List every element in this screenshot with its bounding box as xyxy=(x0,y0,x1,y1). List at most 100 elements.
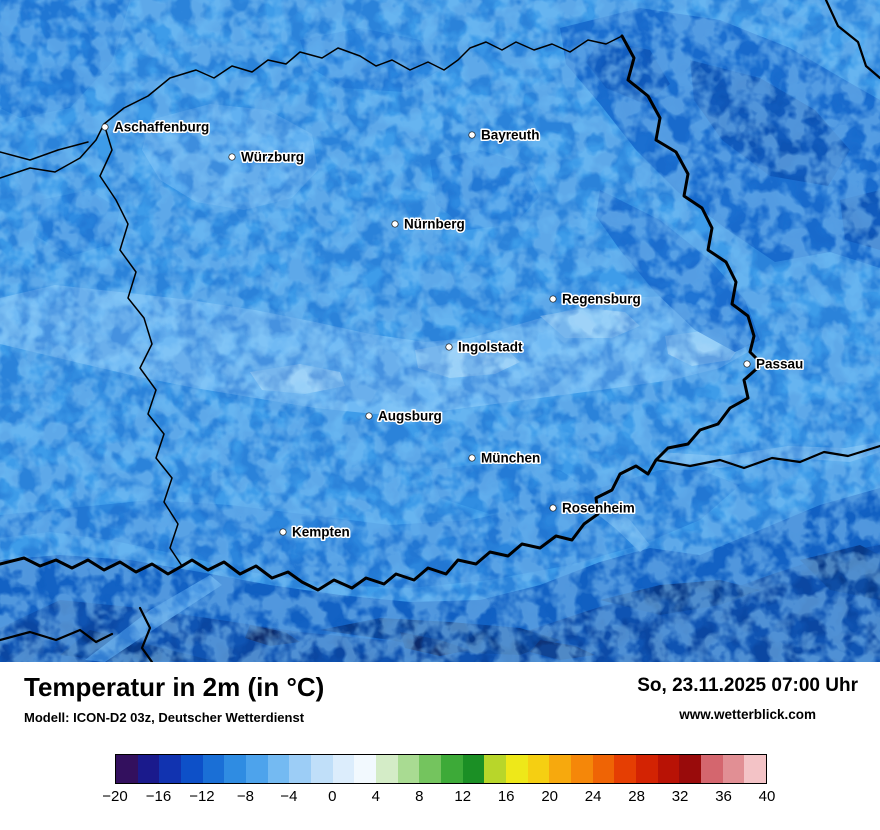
city-label: Regensburg xyxy=(562,292,641,307)
border-czech xyxy=(620,34,764,366)
color-scale-bar xyxy=(115,754,767,784)
footer-header: Temperatur in 2m (in °C) Modell: ICON-D2… xyxy=(24,672,858,726)
city-marker: Rosenheim xyxy=(549,499,636,517)
city-marker: München xyxy=(468,449,542,467)
city-marker: Augsburg xyxy=(365,407,443,425)
city-marker: Würzburg xyxy=(228,148,306,166)
temperature-field xyxy=(0,0,880,662)
city-dot xyxy=(743,360,751,368)
temperature-map-canvas: Aschaffenburg Würzburg Bayreuth Nürnberg Reg… xyxy=(0,0,880,662)
scale-tick-label: −8 xyxy=(236,788,254,805)
border-austria xyxy=(0,362,764,592)
scale-cell xyxy=(484,755,507,783)
city-label: Bayreuth xyxy=(481,128,540,143)
city-label: Kempten xyxy=(292,525,350,540)
scale-cell xyxy=(289,755,312,783)
city-label: Augsburg xyxy=(378,409,442,424)
scale-cell xyxy=(116,755,138,783)
scale-cell xyxy=(462,755,485,783)
scale-cell xyxy=(549,755,572,783)
website-url: www.wetterblick.com xyxy=(679,707,817,722)
scale-cell xyxy=(354,755,377,783)
scale-tick-label: 16 xyxy=(497,788,515,805)
scale-tick-label: 28 xyxy=(628,788,645,805)
scale-tick-label: 4 xyxy=(371,788,380,805)
scale-cell xyxy=(679,755,702,783)
scale-cell xyxy=(614,755,637,783)
scale-tick-label: −12 xyxy=(189,788,215,805)
scale-cell xyxy=(571,755,593,783)
scale-cell xyxy=(159,755,182,783)
city-marker: Passau xyxy=(743,355,805,373)
scale-cell xyxy=(376,755,398,783)
scale-cell xyxy=(332,755,355,783)
map-title: Temperatur in 2m (in °C) xyxy=(24,672,325,702)
scale-cell xyxy=(701,755,723,783)
city-dot xyxy=(549,504,557,512)
scale-cell xyxy=(181,755,203,783)
scale-cell xyxy=(137,755,160,783)
city-label: Würzburg xyxy=(241,150,304,165)
temperature-map: Aschaffenburg Würzburg Bayreuth Nürnberg Reg… xyxy=(0,0,880,662)
scale-cell xyxy=(441,755,463,783)
city-dot xyxy=(445,343,453,351)
scale-tick-label: 36 xyxy=(715,788,732,805)
footer-left: Temperatur in 2m (in °C) Modell: ICON-D2… xyxy=(24,672,324,726)
city-dot xyxy=(468,131,476,139)
scale-cell xyxy=(267,755,290,783)
footer-right: So, 23.11.2025 07:00 Uhr www.wetterblick… xyxy=(637,672,858,722)
city-dot xyxy=(279,528,287,536)
scale-cell xyxy=(311,755,333,783)
scale-tick-label: 24 xyxy=(584,788,602,805)
city-label: Rosenheim xyxy=(562,501,635,516)
city-markers: Aschaffenburg Würzburg Bayreuth Nürnberg Reg… xyxy=(101,118,805,541)
border-topleft xyxy=(0,141,89,161)
city-label: München xyxy=(481,451,540,466)
city-dot xyxy=(101,123,109,131)
city-dot xyxy=(391,220,399,228)
state-border-west xyxy=(99,123,183,567)
scale-cell xyxy=(506,755,528,783)
city-marker: Nürnberg xyxy=(391,215,466,233)
scale-cell xyxy=(224,755,247,783)
city-dot xyxy=(228,153,236,161)
scale-tick-label: 32 xyxy=(671,788,689,805)
city-label: Ingolstadt xyxy=(458,340,523,355)
border-tyrol xyxy=(138,606,154,662)
border-east xyxy=(654,444,880,470)
scale-tick-label: 8 xyxy=(415,788,424,805)
state-border-northwest xyxy=(0,35,623,179)
city-marker: Ingolstadt xyxy=(445,338,524,356)
city-dot xyxy=(549,295,557,303)
city-marker: Bayreuth xyxy=(468,126,541,144)
scale-cell xyxy=(722,755,745,783)
city-marker: Regensburg xyxy=(549,290,642,308)
footer: Temperatur in 2m (in °C) Modell: ICON-D2… xyxy=(0,662,880,830)
scale-tick-label: 0 xyxy=(328,788,337,805)
border-northeast-corner xyxy=(824,0,880,80)
model-info: Modell: ICON-D2 03z, Deutscher Wetterdie… xyxy=(24,710,305,725)
scale-tick-label: 12 xyxy=(454,788,472,805)
valid-datetime: So, 23.11.2025 07:00 Uhr xyxy=(637,675,858,696)
scale-cell xyxy=(636,755,658,783)
scale-cell xyxy=(246,755,268,783)
city-dot xyxy=(365,412,373,420)
city-dot xyxy=(468,454,476,462)
scale-cell xyxy=(592,755,615,783)
border-lines xyxy=(0,0,880,662)
scale-tick-label: −20 xyxy=(102,788,128,805)
scale-cell xyxy=(527,755,550,783)
scale-tick-label: 20 xyxy=(541,788,558,805)
city-label: Passau xyxy=(756,357,803,372)
scale-tick-label: 40 xyxy=(758,788,776,805)
scale-cell xyxy=(397,755,420,783)
scale-tick-label: −4 xyxy=(280,788,298,805)
border-southwest xyxy=(0,628,114,644)
city-marker: Aschaffenburg xyxy=(101,118,211,136)
city-label: Nürnberg xyxy=(404,217,465,232)
city-marker: Kempten xyxy=(279,523,351,541)
scale-ticks: −20 −16 −12 −8 −4 0 4 8 12 16 20 24 28 32 36 40 xyxy=(102,788,775,810)
city-label: Aschaffenburg xyxy=(114,120,209,135)
scale-cell xyxy=(744,755,767,783)
scale-tick-label: −16 xyxy=(145,788,172,805)
